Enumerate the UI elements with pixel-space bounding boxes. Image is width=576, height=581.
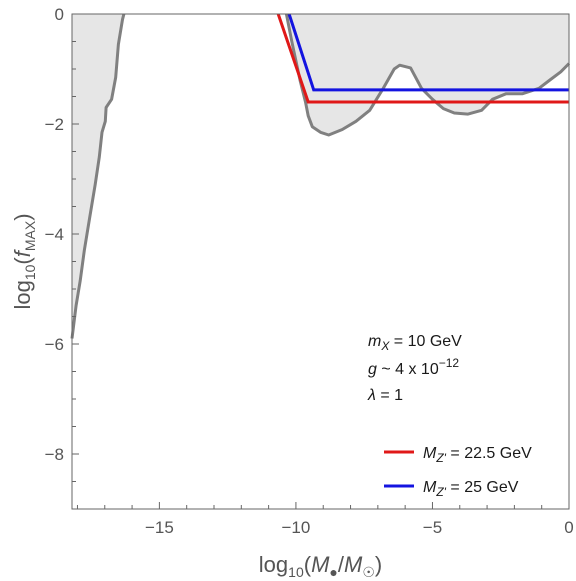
x-axis-label-slash: / [338, 552, 345, 577]
series-line-2 [287, 13, 569, 92]
series-lines [276, 13, 569, 104]
y-axis-label-close: ) [10, 213, 35, 220]
legend-label-value: = 25 GeV [446, 479, 519, 496]
axis-ticks: −15 −10 −5 0 0 −2 −4 −6 −8 [45, 5, 574, 537]
y-tick-label: 0 [55, 5, 64, 24]
x-axis-label-m2: M [344, 552, 363, 577]
y-axis-label-f: f [10, 248, 35, 257]
annotation-symbol: m [368, 333, 381, 350]
excluded-region-boundary-1 [70, 13, 126, 339]
excluded-regions [70, 13, 571, 339]
legend-label-1: MZ' = 22.5 GeV [423, 445, 532, 465]
annotation-sub: X [380, 339, 390, 353]
annotation-mx: mX = 10 GeV [368, 333, 462, 353]
y-axis-label-open: ( [10, 257, 35, 265]
excluded-region-fill-2 [286, 14, 569, 135]
x-axis-label-sub1: ● [329, 564, 337, 580]
annotation-lambda: λ = 1 [367, 387, 403, 404]
annotation-symbol: g [368, 361, 377, 378]
x-tick-label: −10 [282, 518, 311, 537]
annotation-rest: = 1 [376, 387, 403, 404]
annotation-rest: = 10 GeV [389, 333, 462, 350]
x-axis-label-base: 10 [288, 564, 304, 580]
y-tick-label: −8 [45, 445, 64, 464]
legend-label-sub: Z' [435, 451, 446, 465]
series-line-1 [276, 13, 569, 104]
excluded-region-boundary-2 [284, 13, 571, 137]
legend-label-sub: Z' [435, 485, 446, 499]
x-tick-label: −5 [423, 518, 442, 537]
y-axis-label: log10(fMAX) [10, 213, 38, 309]
x-axis-label-m1: M [311, 552, 330, 577]
x-tick-label: −15 [145, 518, 174, 537]
legend-label-main: M [423, 445, 437, 462]
x-axis-label-close: ) [375, 552, 382, 577]
legend-label-value: = 22.5 GeV [446, 445, 532, 462]
legend-label-main: M [423, 479, 437, 496]
x-axis-label-body: ( [304, 552, 312, 577]
legend-label-2: MZ' = 25 GeV [423, 479, 519, 499]
annotation-symbol: λ [367, 387, 376, 404]
x-axis-label-log: log [259, 552, 288, 577]
y-tick-label: −6 [45, 335, 64, 354]
y-axis-label-log: log [10, 280, 35, 309]
y-axis-label-sub: MAX [22, 220, 38, 251]
parameter-annotations: mX = 10 GeV g ~ 4 x 10−12 λ = 1 [367, 333, 462, 404]
annotation-rest: ~ 4 x 10 [377, 361, 439, 378]
x-axis-label: log10(M●/M☉) [259, 552, 382, 580]
annotation-g: g ~ 4 x 10−12 [368, 356, 459, 378]
x-tick-label: 0 [564, 518, 573, 537]
y-axis-label-base: 10 [22, 264, 38, 280]
y-tick-label: −4 [45, 225, 64, 244]
y-tick-label: −2 [45, 115, 64, 134]
x-axis-label-sub2: ☉ [362, 564, 375, 580]
annotation-sup: −12 [439, 356, 460, 370]
